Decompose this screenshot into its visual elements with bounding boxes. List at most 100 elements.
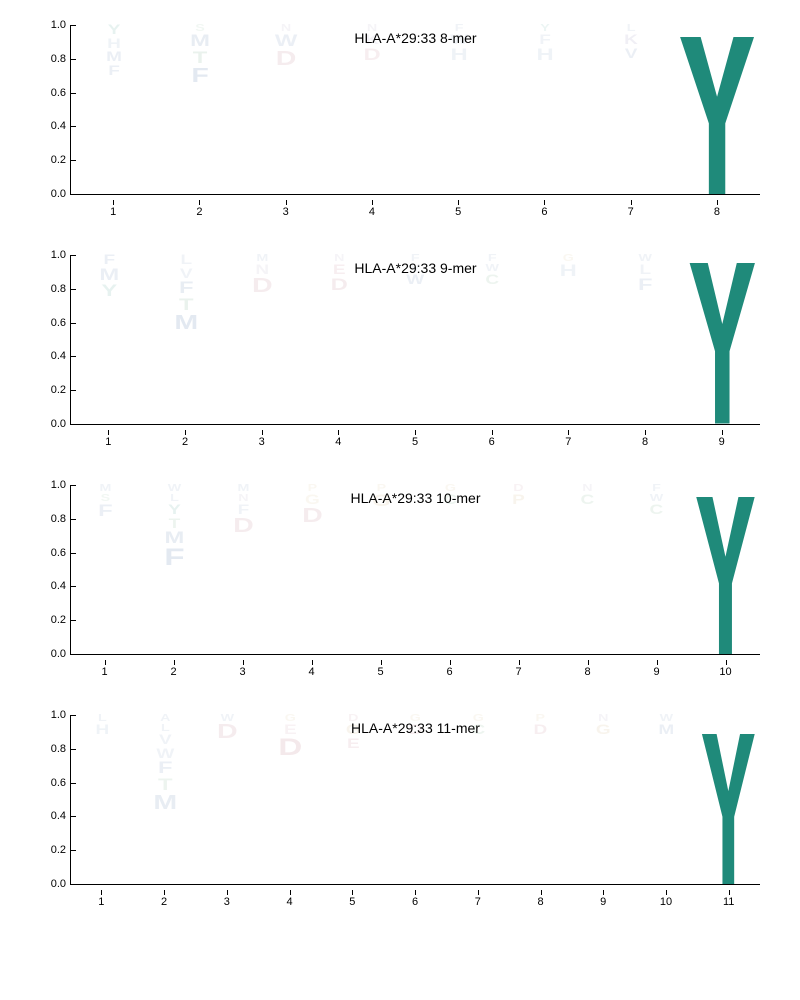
logo-letter: W bbox=[127, 749, 203, 763]
y-tick: 0.4 bbox=[36, 580, 71, 592]
logo-column: DG bbox=[384, 715, 447, 884]
plot-area: 0.00.20.40.60.81.0HLMTFWVLADWDEGEGDDGCGD… bbox=[70, 715, 760, 885]
y-tick: 0.8 bbox=[36, 743, 71, 755]
logo-letter: T bbox=[138, 299, 234, 316]
y-tick: 0.6 bbox=[36, 87, 71, 99]
logo-column bbox=[684, 255, 761, 424]
panel-title: HLA-A*29:33 10-mer bbox=[351, 490, 481, 506]
x-tick: 9 bbox=[683, 430, 760, 450]
logo-letter: V bbox=[576, 49, 685, 63]
y-tick: 0.0 bbox=[36, 188, 71, 200]
x-tick: 4 bbox=[300, 430, 377, 450]
y-tick: 0.4 bbox=[36, 350, 71, 362]
y-tick: 0.2 bbox=[36, 154, 71, 166]
logo-columns: FSMFMTYLWDFNMDGPGPCGPDCNCWF bbox=[71, 485, 760, 654]
x-tick: 7 bbox=[446, 890, 509, 910]
anchor-letter bbox=[693, 497, 758, 654]
logo-column: FMTYLW bbox=[140, 485, 209, 654]
logo-column bbox=[691, 485, 760, 654]
logo-columns: FMHYFTMSDWNDKNHWFHFYVKL bbox=[71, 25, 760, 194]
y-tick: 0.2 bbox=[36, 844, 71, 856]
x-tick: 7 bbox=[588, 200, 674, 220]
anchor-letter bbox=[699, 734, 758, 884]
plot-area: 0.00.20.40.60.81.0FSMFMTYLWDFNMDGPGPCGPD… bbox=[70, 485, 760, 655]
anchor-letter bbox=[676, 37, 758, 194]
y-tick: 0.2 bbox=[36, 614, 71, 626]
logo-letter: F bbox=[132, 549, 217, 573]
logo-column: PD bbox=[484, 485, 553, 654]
logo-letter: W bbox=[597, 255, 693, 265]
logo-letter: E bbox=[315, 739, 391, 753]
logo-columns: YMFMTFVLDNMDENWVFCWFHGFLW bbox=[71, 255, 760, 424]
x-tick: 5 bbox=[377, 430, 454, 450]
sequence-logo-figure: 0.00.20.40.60.81.0FMHYFTMSDWNDKNHWFHFYVK… bbox=[30, 20, 770, 910]
logo-column: DW bbox=[196, 715, 259, 884]
logo-column: EGD bbox=[322, 715, 385, 884]
x-ticks: 12345678 bbox=[70, 200, 760, 220]
logo-column: VKL bbox=[588, 25, 674, 194]
x-tick: 1 bbox=[70, 200, 156, 220]
logo-column: MW bbox=[635, 715, 698, 884]
logo-column: CG bbox=[416, 485, 485, 654]
y-tick: 0.0 bbox=[36, 418, 71, 430]
y-tick: 0.6 bbox=[36, 777, 71, 789]
panel-title: HLA-A*29:33 11-mer bbox=[351, 720, 480, 736]
y-tick: 0.4 bbox=[36, 120, 71, 132]
logo-column: FMHY bbox=[71, 25, 157, 194]
logo-letter: W bbox=[628, 715, 704, 725]
logo-column: GP bbox=[347, 485, 416, 654]
x-tick: 6 bbox=[453, 430, 530, 450]
x-tick: 3 bbox=[223, 430, 300, 450]
panel-title: HLA-A*29:33 9-mer bbox=[354, 260, 476, 276]
x-tick: 6 bbox=[415, 660, 484, 680]
x-tick: 8 bbox=[509, 890, 572, 910]
x-ticks: 12345678910 bbox=[70, 660, 760, 680]
x-tick: 1 bbox=[70, 890, 133, 910]
logo-letter: F bbox=[597, 279, 693, 296]
logo-column: MTFWVLA bbox=[134, 715, 197, 884]
y-tick: 0.0 bbox=[36, 878, 71, 890]
x-tick: 8 bbox=[553, 660, 622, 680]
x-tick: 4 bbox=[277, 660, 346, 680]
x-ticks: 123456789 bbox=[70, 430, 760, 450]
x-ticks: 1234567891011 bbox=[70, 890, 760, 910]
logo-column: CN bbox=[553, 485, 622, 654]
x-tick: 10 bbox=[691, 660, 760, 680]
x-tick: 9 bbox=[622, 660, 691, 680]
x-tick: 1 bbox=[70, 660, 139, 680]
x-tick: 4 bbox=[258, 890, 321, 910]
panel-title: HLA-A*29:33 8-mer bbox=[354, 30, 476, 46]
y-tick: 0.6 bbox=[36, 547, 71, 559]
logo-column: HL bbox=[71, 715, 134, 884]
logo-letter: M bbox=[138, 316, 234, 336]
y-tick: 0.2 bbox=[36, 384, 71, 396]
logo-column: DEG bbox=[259, 715, 322, 884]
plot-area: 0.00.20.40.60.81.0FMHYFTMSDWNDKNHWFHFYVK… bbox=[70, 25, 760, 195]
x-tick: 7 bbox=[484, 660, 553, 680]
logo-column: HG bbox=[530, 255, 607, 424]
logo-column: CG bbox=[447, 715, 510, 884]
x-tick: 3 bbox=[195, 890, 258, 910]
x-tick: 4 bbox=[329, 200, 415, 220]
plot-area: 0.00.20.40.60.81.0YMFMTFVLDNMDENWVFCWFHG… bbox=[70, 255, 760, 425]
logo-column: YMF bbox=[71, 255, 148, 424]
logo-letter: L bbox=[597, 265, 693, 279]
logo-letter: F bbox=[614, 485, 699, 495]
x-tick: 5 bbox=[415, 200, 501, 220]
logo-column: FLW bbox=[607, 255, 684, 424]
logo-column: HFY bbox=[502, 25, 588, 194]
y-tick: 0.0 bbox=[36, 648, 71, 660]
x-tick: 2 bbox=[133, 890, 196, 910]
logo-letter: T bbox=[127, 779, 203, 796]
x-tick: 5 bbox=[346, 660, 415, 680]
logo-panel: 0.00.20.40.60.81.0FSMFMTYLWDFNMDGPGPCGPD… bbox=[30, 480, 770, 680]
x-tick: 2 bbox=[139, 660, 208, 680]
logo-letter: L bbox=[576, 25, 685, 35]
anchor-letter bbox=[686, 263, 759, 424]
x-tick: 11 bbox=[697, 890, 760, 910]
logo-column: CWF bbox=[622, 485, 691, 654]
logo-column bbox=[697, 715, 760, 884]
logo-letter: C bbox=[614, 505, 699, 519]
x-tick: 8 bbox=[607, 430, 684, 450]
logo-panel: 0.00.20.40.60.81.0FMHYFTMSDWNDKNHWFHFYVK… bbox=[30, 20, 770, 220]
